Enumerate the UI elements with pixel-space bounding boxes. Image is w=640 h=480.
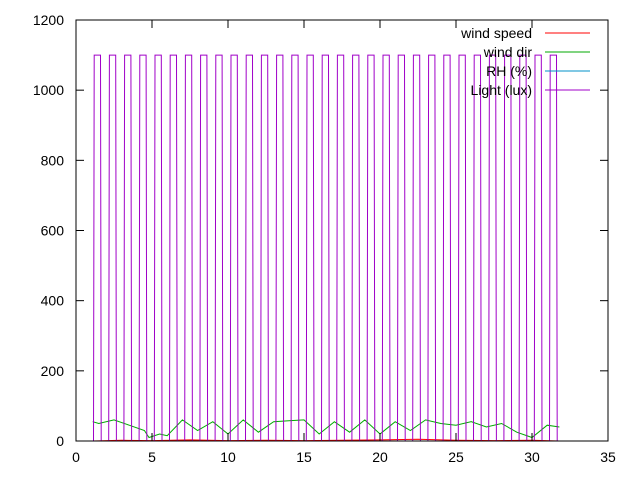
y-tick-label: 0 [56, 433, 64, 449]
x-tick-label: 35 [600, 449, 616, 465]
legend-label: Light (lux) [471, 82, 532, 98]
legend-label: wind dir [483, 44, 533, 60]
x-tick-label: 5 [148, 449, 156, 465]
y-tick-label: 200 [41, 363, 65, 379]
legend-label: wind speed [460, 25, 532, 41]
ticks: 0 5 10 15 20 25 30 35 0 200 400 600 800 1000 1200 [33, 12, 616, 465]
y-tick-label: 600 [41, 223, 65, 239]
series-line-wind-dir [92, 419, 560, 439]
x-tick-label: 30 [524, 449, 540, 465]
y-tick-label: 1200 [33, 12, 64, 28]
x-tick-label: 0 [72, 449, 80, 465]
x-tick-label: 15 [296, 449, 312, 465]
legend-label: RH (%) [486, 63, 532, 79]
series-line-light-lux [93, 54, 558, 442]
y-tick-label: 400 [41, 293, 65, 309]
legend: wind speed wind dir RH (%) Light (lux) [460, 25, 590, 98]
y-tick-label: 800 [41, 152, 65, 168]
y-tick-label: 1000 [33, 82, 64, 98]
x-tick-label: 20 [372, 449, 388, 465]
plot-lines [92, 54, 560, 442]
x-tick-label: 10 [220, 449, 236, 465]
x-tick-label: 25 [448, 449, 464, 465]
